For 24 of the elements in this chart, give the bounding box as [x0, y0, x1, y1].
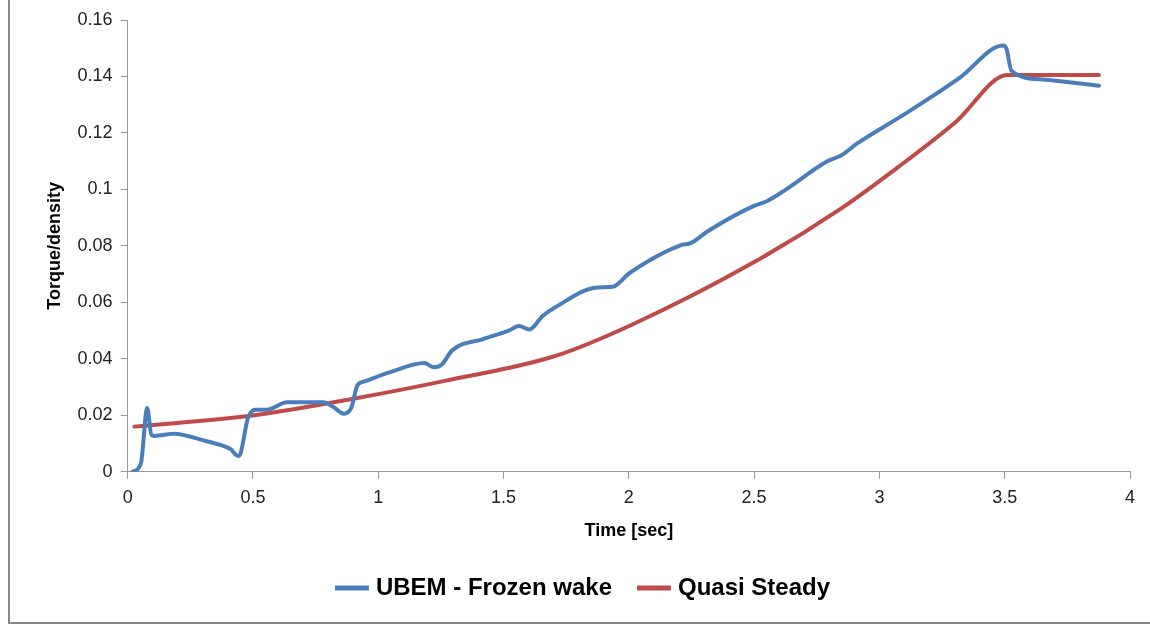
legend-label: Quasi Steady	[677, 572, 831, 600]
x-axis-title: Time [sec]	[584, 520, 674, 541]
x-tick-label: 3.5	[992, 486, 1018, 507]
x-tick-label: 2	[623, 486, 634, 507]
x-tick-label: 2.5	[741, 486, 767, 507]
x-tick-label: 0.5	[240, 486, 266, 507]
y-tick-label: 0	[102, 460, 113, 481]
y-tick-label: 0.04	[77, 347, 113, 368]
y-tick-label: 0.06	[77, 291, 113, 312]
y-tick-label: 0.08	[77, 234, 113, 255]
line-series	[130, 43, 1101, 472]
y-tick-label: 0.16	[77, 8, 113, 29]
legend-label: UBEM - Frozen wake	[375, 572, 612, 600]
x-tick-label: 3	[874, 486, 885, 507]
x-tick-label: 0	[122, 486, 133, 507]
x-tick-label: 1.5	[491, 486, 517, 507]
y-axis-title: Torque/density	[43, 182, 64, 310]
x-tick-label: 1	[373, 486, 384, 507]
line-series	[132, 73, 1101, 429]
y-tick-label: 0.12	[77, 121, 113, 142]
y-tick-label: 0.1	[87, 178, 113, 199]
y-tick-label: 0.14	[77, 65, 113, 86]
y-tick-label: 0.02	[77, 404, 113, 425]
x-tick-label: 4	[1124, 486, 1136, 507]
